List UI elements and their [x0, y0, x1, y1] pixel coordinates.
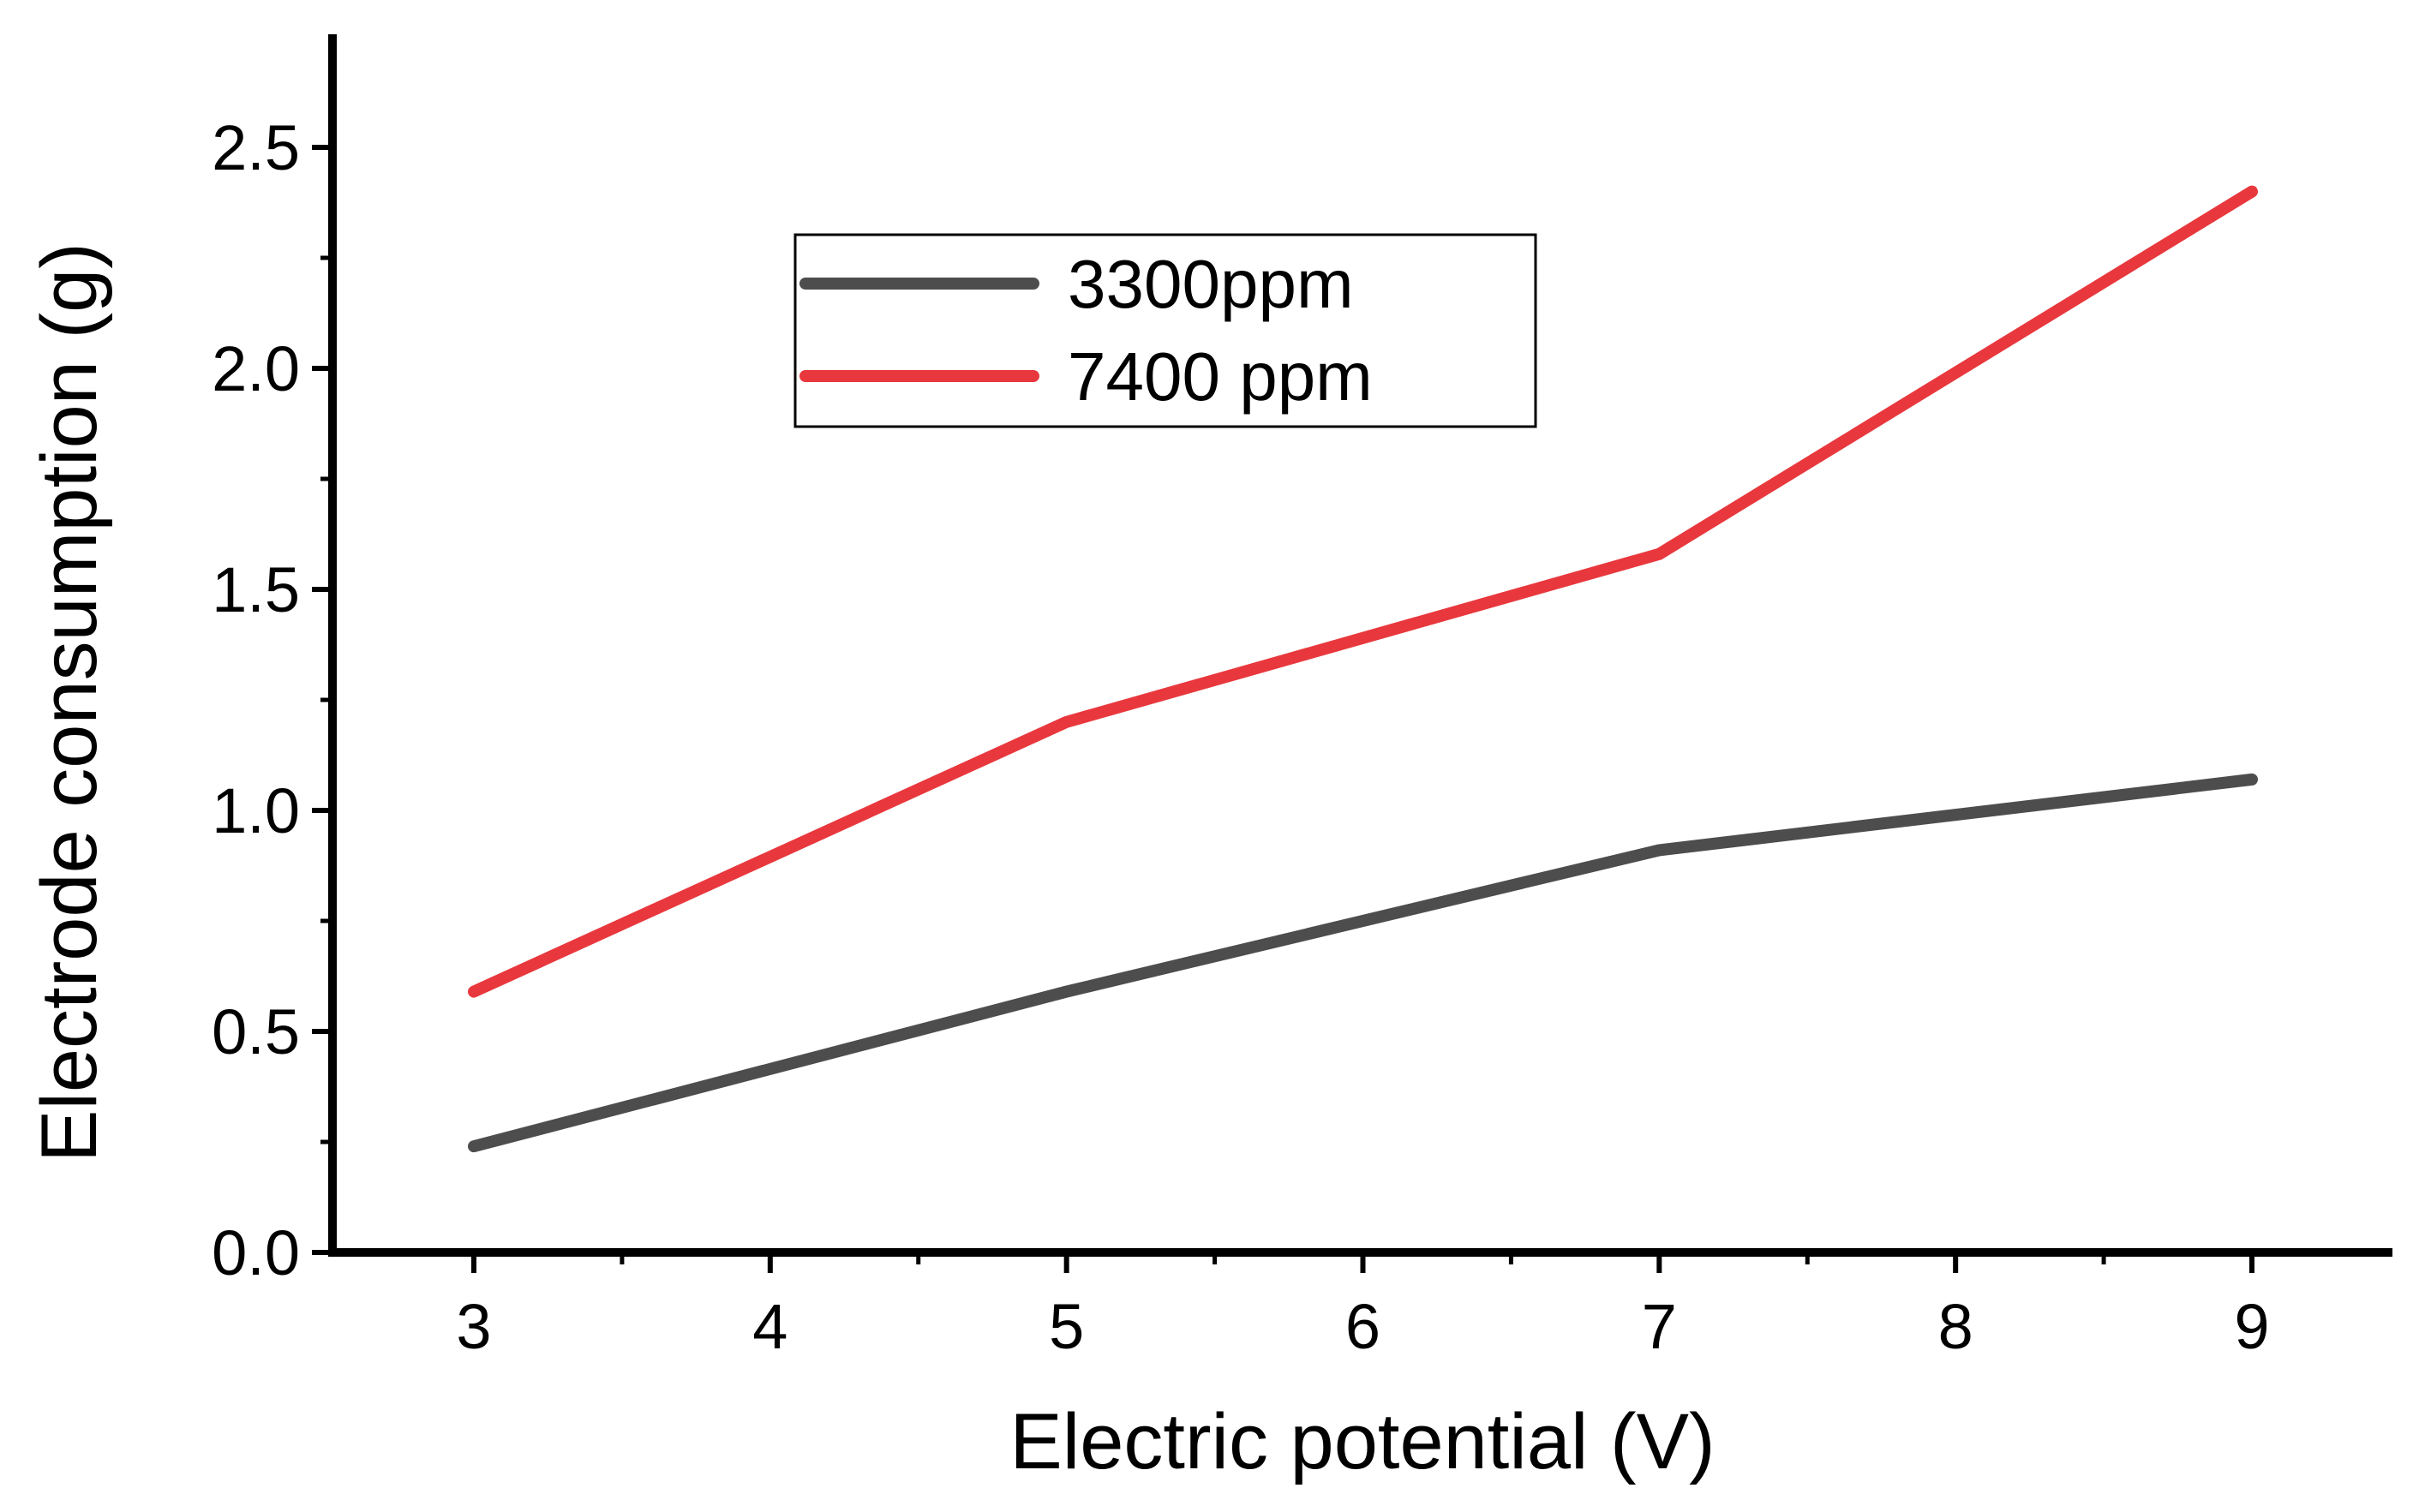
x-tick-label: 7: [1642, 1291, 1677, 1362]
y-tick-label: 1.5: [212, 554, 300, 625]
x-tick-label: 3: [456, 1291, 491, 1362]
x-tick-label: 8: [1938, 1291, 1973, 1362]
y-tick-label: 2.5: [212, 112, 300, 183]
x-axis-title: Electric potential (V): [1009, 1398, 1715, 1485]
legend-box: [793, 233, 1537, 428]
y-tick-label: 2.0: [212, 333, 300, 404]
series-layer: [468, 185, 2258, 1153]
y-tick-label: 1.0: [212, 775, 300, 846]
y-tick-label: 0.0: [212, 1217, 300, 1288]
y-axis-title: Electrode consumption (g): [26, 242, 113, 1162]
legend-label: 3300ppm: [1068, 246, 1354, 322]
y-tick-label: 0.5: [212, 996, 300, 1067]
series-line-2: [468, 185, 2258, 998]
series-line-1: [468, 773, 2258, 1153]
x-tick-label: 6: [1345, 1291, 1380, 1362]
legend-label: 7400 ppm: [1068, 338, 1373, 415]
legend: 3300ppm 7400 ppm: [793, 233, 1537, 428]
x-tick-label: 5: [1049, 1291, 1084, 1362]
axes-layer: [328, 34, 2392, 1257]
ticks-layer: 0.0 0.5 1.0 1.5 2.0 2.5 3 4 5 6 7 8 9: [212, 112, 2269, 1362]
x-tick-label: 4: [752, 1291, 787, 1362]
x-tick-label: 9: [2234, 1291, 2269, 1362]
